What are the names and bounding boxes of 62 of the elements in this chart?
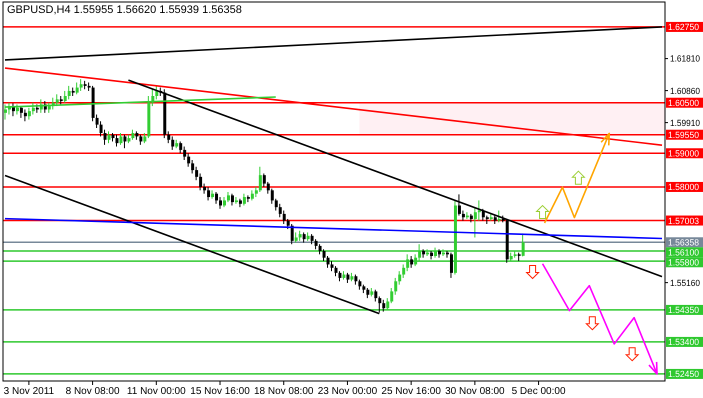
candlestick: [290, 224, 294, 245]
candlestick: [250, 190, 254, 201]
candlestick: [24, 108, 27, 122]
ref-line-label: 1.60500: [668, 98, 701, 108]
candlestick: [258, 166, 262, 193]
y-tick-label: 1.60860: [670, 86, 703, 96]
candlestick: [123, 134, 126, 149]
ref-line-label: 1.56100: [668, 248, 701, 258]
candlestick: [282, 210, 286, 225]
candlestick: [450, 252, 453, 278]
x-tick-label: 15 Nov 16:00: [190, 386, 250, 397]
candlestick: [242, 193, 246, 206]
candlestick: [338, 270, 342, 282]
x-tick-label: 30 Nov 08:00: [445, 386, 506, 397]
candlestick: [358, 279, 362, 290]
x-tick-label: 25 Nov 16:00: [381, 386, 442, 397]
candlestick: [68, 85, 71, 100]
ref-line-label: 1.53400: [668, 337, 701, 348]
candlestick: [119, 132, 122, 146]
ref-line-label: 1.54350: [668, 305, 701, 316]
candlestick: [115, 134, 118, 148]
candlestick: [458, 194, 461, 216]
ref-line-label: 1.62750: [668, 22, 701, 32]
candlestick: [131, 129, 134, 140]
ref-line-label: 1.55800: [668, 258, 701, 268]
ref-line-label: 1.52450: [668, 369, 701, 380]
candlestick: [302, 232, 306, 244]
candlestick: [20, 106, 23, 118]
candlestick: [366, 288, 370, 299]
x-tick-label: 8 Nov 08:00: [66, 386, 120, 397]
ref-line-label: 1.58000: [668, 182, 701, 192]
candlestick: [207, 186, 210, 201]
candlestick: [230, 193, 234, 206]
x-tick-label: 18 Nov 08:00: [254, 386, 314, 397]
ref-line-label: 1.57003: [668, 216, 701, 226]
ref-line-label: 1.59000: [668, 148, 701, 159]
ref-line-label: 1.59550: [668, 130, 701, 140]
candlestick: [171, 136, 174, 150]
candlestick: [330, 260, 334, 272]
y-tick-label: 1.59910: [670, 118, 703, 128]
candlestick: [108, 130, 111, 144]
y-tick-label: 1.61810: [670, 54, 703, 64]
candlestick: [226, 192, 230, 203]
candlestick: [76, 82, 79, 95]
candlestick: [80, 78, 83, 92]
candlestick: [346, 272, 350, 284]
candlestick: [199, 172, 202, 191]
candlestick: [354, 274, 358, 286]
x-tick-label: 3 Nov 2011: [4, 386, 55, 397]
y-tick-label: 1.55160: [670, 278, 703, 288]
x-tick-label: 23 Nov 00:00: [318, 386, 378, 397]
x-tick-label: 5 Dec 00:00: [512, 386, 566, 397]
candlestick: [478, 200, 481, 222]
x-tick-label: 11 Nov 00:00: [126, 386, 186, 397]
candlestick: [410, 256, 414, 268]
candlestick: [294, 232, 298, 244]
candlestick: [139, 134, 142, 146]
candlestick: [219, 196, 222, 210]
candlestick: [298, 230, 302, 242]
ref-line-label: 1.56358: [668, 238, 701, 248]
candlestick: [382, 299, 386, 312]
chart-title: GBPUSD,H4 1.55955 1.56620 1.55939 1.56358: [7, 4, 242, 16]
